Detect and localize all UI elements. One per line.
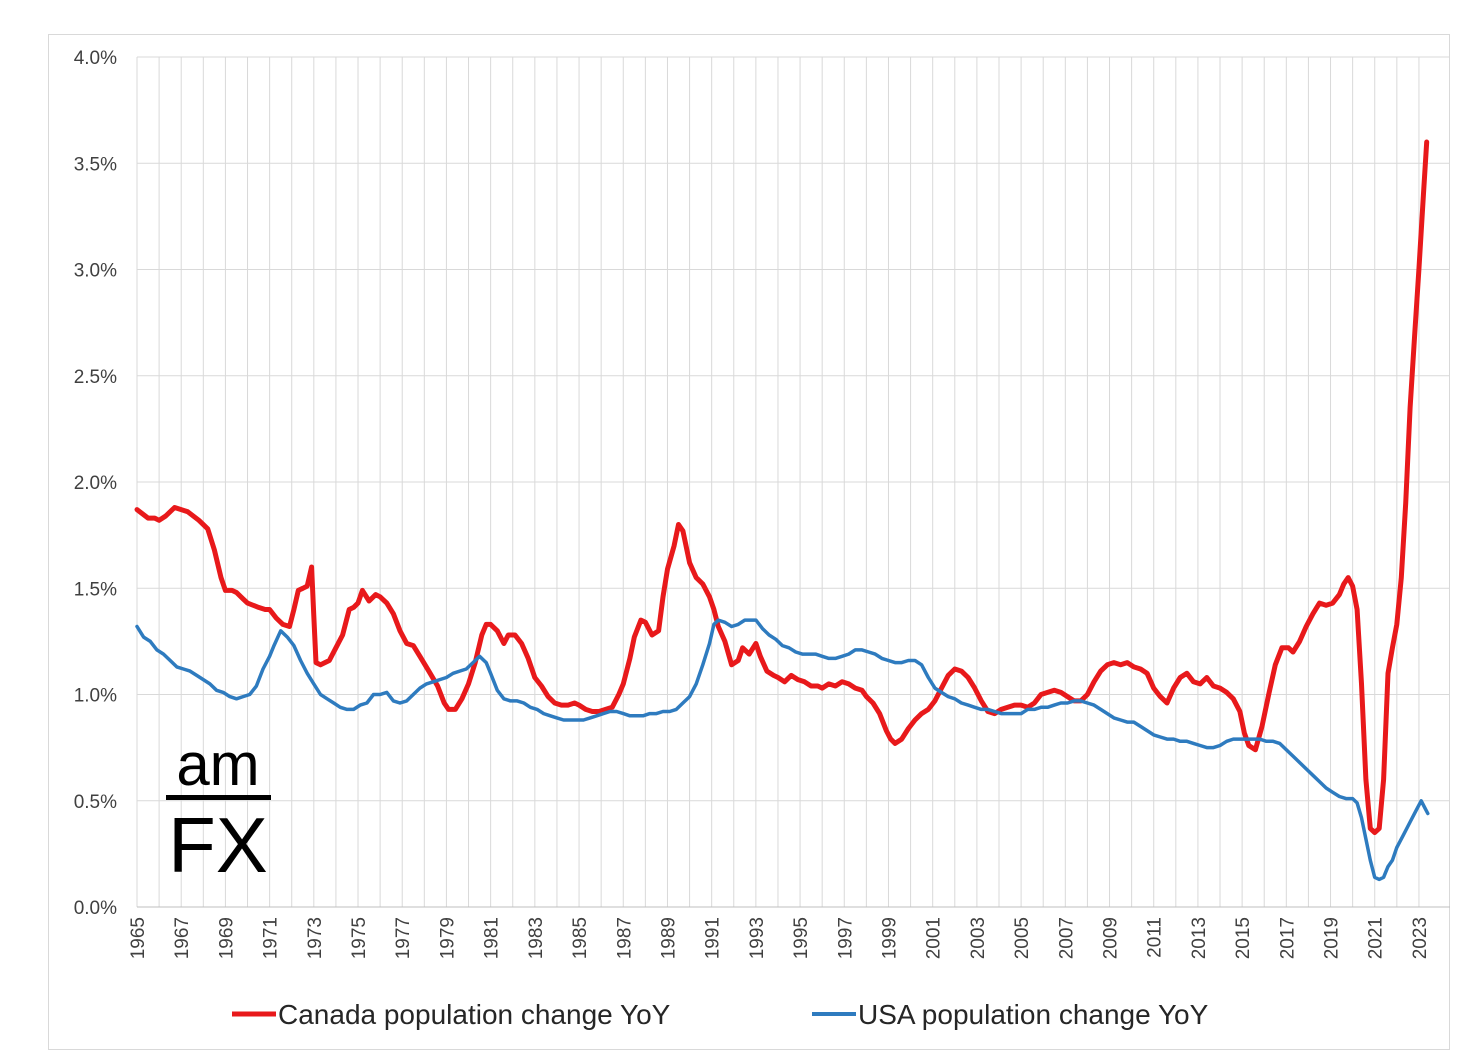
x-tick-label: 1975: [349, 917, 370, 959]
gridlines: [136, 56, 1450, 908]
x-tick-label: 1995: [791, 917, 812, 959]
x-tick-label: 1993: [747, 917, 768, 959]
chart-frame: [48, 34, 1450, 1050]
x-tick-label: 2009: [1101, 917, 1122, 959]
x-tick-label: 2021: [1366, 917, 1387, 959]
series-line-canada: [134, 139, 1430, 836]
x-axis-tick-labels: 1965 1967 1969 1971 1973 1975 1977 1979 1981 1983…: [128, 917, 1431, 959]
legend-label-canada: Canada population change YoY: [278, 999, 671, 1030]
x-tick-label: 1981: [482, 917, 503, 959]
legend: Canada population change YoY USA populat…: [232, 999, 1209, 1030]
x-tick-label: 2003: [968, 917, 989, 959]
x-tick-label: 1997: [835, 917, 856, 959]
y-tick-label: 2.0%: [74, 473, 117, 494]
amfx-logo: am FX: [166, 731, 271, 889]
y-tick-label: 1.5%: [74, 579, 117, 600]
logo-bottom-text: FX: [168, 801, 268, 889]
x-tick-label: 1971: [261, 917, 282, 959]
y-tick-label: 2.5%: [74, 367, 117, 388]
x-tick-label: 1977: [393, 917, 414, 959]
y-tick-label: 0.0%: [74, 898, 117, 919]
series-line-usa: [135, 618, 1430, 882]
x-tick-label: 1965: [128, 917, 149, 959]
x-tick-label: 1999: [879, 917, 900, 959]
y-tick-label: 1.0%: [74, 686, 117, 707]
y-axis-tick-labels: 0.0% 0.5% 1.0% 1.5% 2.0% 2.5% 3.0% 3.5% 4.0%: [74, 48, 117, 919]
x-tick-label: 1973: [305, 917, 326, 959]
x-tick-label: 2001: [924, 917, 945, 959]
x-tick-label: 2005: [1012, 917, 1033, 959]
x-tick-label: 1987: [614, 917, 635, 959]
x-tick-label: 2011: [1145, 917, 1166, 958]
x-tick-label: 1969: [216, 917, 237, 959]
series-lines: [134, 139, 1430, 882]
x-tick-label: 2017: [1277, 917, 1298, 959]
y-tick-label: 3.5%: [74, 154, 117, 175]
x-tick-label: 2007: [1056, 917, 1077, 959]
y-tick-label: 3.0%: [74, 261, 117, 282]
x-tick-label: 1989: [658, 917, 679, 959]
x-tick-label: 2019: [1322, 917, 1343, 959]
x-tick-label: 2015: [1233, 917, 1254, 959]
x-tick-label: 1967: [172, 917, 193, 959]
y-tick-label: 4.0%: [74, 48, 117, 69]
x-tick-label: 2013: [1189, 917, 1210, 959]
legend-label-usa: USA population change YoY: [858, 999, 1209, 1030]
x-tick-label: 1983: [526, 917, 547, 959]
logo-top-text: am: [176, 731, 259, 798]
x-tick-label: 2023: [1410, 917, 1431, 959]
x-tick-label: 1991: [703, 917, 724, 959]
x-tick-label: 1985: [570, 917, 591, 959]
y-tick-label: 0.5%: [74, 792, 117, 813]
x-tick-label: 1979: [437, 917, 458, 959]
logo-divider: [166, 795, 271, 800]
